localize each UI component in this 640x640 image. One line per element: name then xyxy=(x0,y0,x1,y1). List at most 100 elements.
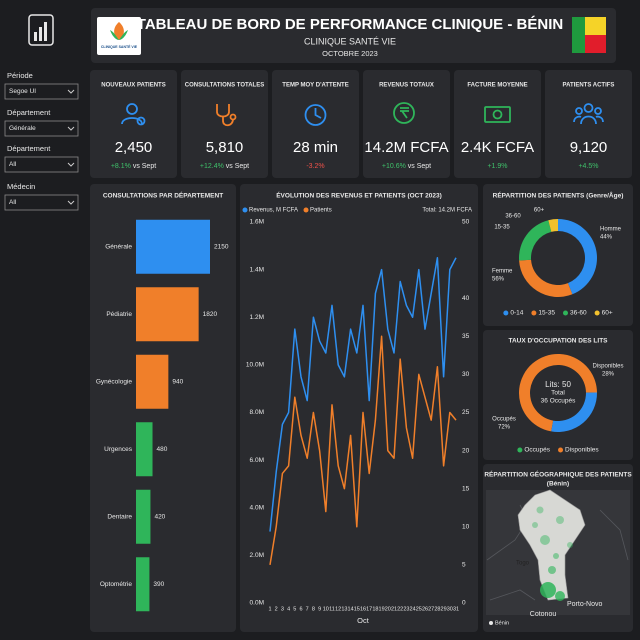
category-label: Optométrie xyxy=(100,581,133,588)
x-tick-label: 3 xyxy=(281,606,284,612)
delta-compare: vs Sept xyxy=(406,163,431,170)
y2-tick-label: 30 xyxy=(462,371,470,378)
annotation: Femme xyxy=(492,269,513,275)
dropdown-chevron xyxy=(67,200,75,205)
logo-leaves xyxy=(110,30,128,40)
value-label: 1820 xyxy=(203,311,218,318)
map-subtitle: (Bénin) xyxy=(547,481,569,488)
app-logo xyxy=(28,14,54,46)
x-tick-label: 15 xyxy=(354,606,360,612)
place-label: Porto-Novo xyxy=(567,601,603,608)
kpi-title: FACTURE MOYENNE xyxy=(467,83,527,89)
filter-dropdown[interactable]: Générale xyxy=(4,120,79,137)
dropdown-box[interactable] xyxy=(4,156,79,173)
header-panel xyxy=(91,8,616,63)
y2-tick-label: 5 xyxy=(462,562,466,569)
category-label: Générale xyxy=(105,243,132,250)
x-tick-label: 12 xyxy=(335,606,341,612)
place-label: Cotonou xyxy=(530,611,557,618)
y-tick-label: 1.4M xyxy=(250,266,264,273)
filter-dropdown[interactable]: Segoe UI xyxy=(4,83,79,100)
legend-dot xyxy=(489,621,493,625)
legend-label: Patients xyxy=(310,208,332,214)
dropdown-chevron xyxy=(67,89,75,94)
kpi-delta: -3.2% xyxy=(306,163,324,170)
kpi-delta: +12.4% vs Sept xyxy=(200,163,249,170)
center-text: Lits: 50 xyxy=(545,380,571,389)
map-bubbles xyxy=(532,506,573,601)
x-axis-label: Oct xyxy=(357,616,370,625)
delta-value: -3.2% xyxy=(306,163,324,170)
beds-panel xyxy=(483,330,633,460)
donut-segment xyxy=(551,392,598,432)
x-tick-label: 21 xyxy=(391,606,397,612)
kpi-icons xyxy=(121,102,604,127)
value-label: 2150 xyxy=(214,243,229,250)
annotation: 60+ xyxy=(534,208,545,214)
legend-label: 0-14 xyxy=(510,310,523,317)
bar xyxy=(136,489,151,544)
category-label: Dentaire xyxy=(107,513,132,520)
place-label: Togo xyxy=(516,561,530,567)
kpi-value: 2,450 xyxy=(115,139,153,156)
filter-label: Période xyxy=(7,71,33,80)
filter-dropdown[interactable]: All xyxy=(4,156,79,173)
x-tick-label: 17 xyxy=(366,606,372,612)
kpi-card xyxy=(454,70,541,178)
legend-label: Occupés xyxy=(524,447,550,454)
y-tick-label: 4.0M xyxy=(250,504,264,511)
legend-marker xyxy=(562,310,568,316)
annotation: 36-60 xyxy=(505,214,521,220)
value-label: 940 xyxy=(172,378,183,385)
delta-value: +1.9% xyxy=(487,163,507,170)
dropdown-box[interactable] xyxy=(4,194,79,211)
data-label-value: 28% xyxy=(602,372,615,378)
y-tick-label: 6.0M xyxy=(250,457,264,464)
x-tick-label: 22 xyxy=(397,606,403,612)
kpi-delta: +4.5% xyxy=(578,163,598,170)
legend-marker xyxy=(303,207,309,213)
center-text: 36 Occupés xyxy=(541,398,576,405)
annotation: Homme xyxy=(600,227,622,233)
legend-label: 36-60 xyxy=(570,310,587,317)
legend: 0-14 15-35 36-60 60+ xyxy=(503,310,613,317)
legend-marker xyxy=(503,310,509,316)
donut-segment xyxy=(548,219,558,232)
x-tick-label: 4 xyxy=(287,606,290,612)
filter-dropdown[interactable]: All xyxy=(4,194,79,211)
kpi-value: 2.4K FCFA xyxy=(461,139,534,156)
kpi-delta: +8.1% vs Sept xyxy=(111,163,156,170)
y2-tick-label: 15 xyxy=(462,485,470,492)
legend-marker xyxy=(531,310,537,316)
legend-label: 15-35 xyxy=(538,310,555,317)
bar xyxy=(136,287,199,342)
kpi-delta: +1.9% xyxy=(487,163,507,170)
dropdown-box[interactable] xyxy=(4,83,79,100)
category-label: Urgences xyxy=(104,446,133,453)
x-tick-label: 31 xyxy=(453,606,459,612)
y2-tick-label: 10 xyxy=(462,524,470,531)
x-tick-label: 9 xyxy=(318,606,321,612)
data-label-name: Occupés xyxy=(492,417,516,423)
kpi-delta: +10.6% vs Sept xyxy=(382,163,431,170)
data-label-name: Disponibles xyxy=(592,364,623,370)
kpi-value: 14.2M FCFA xyxy=(364,139,448,156)
dropdown-chevron xyxy=(67,126,75,131)
center-text: Total xyxy=(551,390,565,397)
dropdown-value: Générale xyxy=(9,125,36,132)
x-tick-label: 30 xyxy=(447,606,453,612)
annotation: 56% xyxy=(492,277,505,283)
logo-text: CLINIQUE SANTÉ VIE xyxy=(101,44,138,49)
kpi-title: REVENUS TOTAUX xyxy=(379,83,434,89)
filter-label: Département xyxy=(7,144,51,153)
bar xyxy=(136,354,169,409)
x-tick-label: 23 xyxy=(403,606,409,612)
x-tick-label: 11 xyxy=(329,606,335,612)
delta-compare: vs Sept xyxy=(224,163,249,170)
series-line xyxy=(269,256,457,532)
legend-label: Revenus, M FCFA xyxy=(249,208,298,214)
delta-value: +8.1% xyxy=(111,163,131,170)
dropdown-box[interactable] xyxy=(4,120,79,137)
data-label-value: 72% xyxy=(498,425,511,431)
